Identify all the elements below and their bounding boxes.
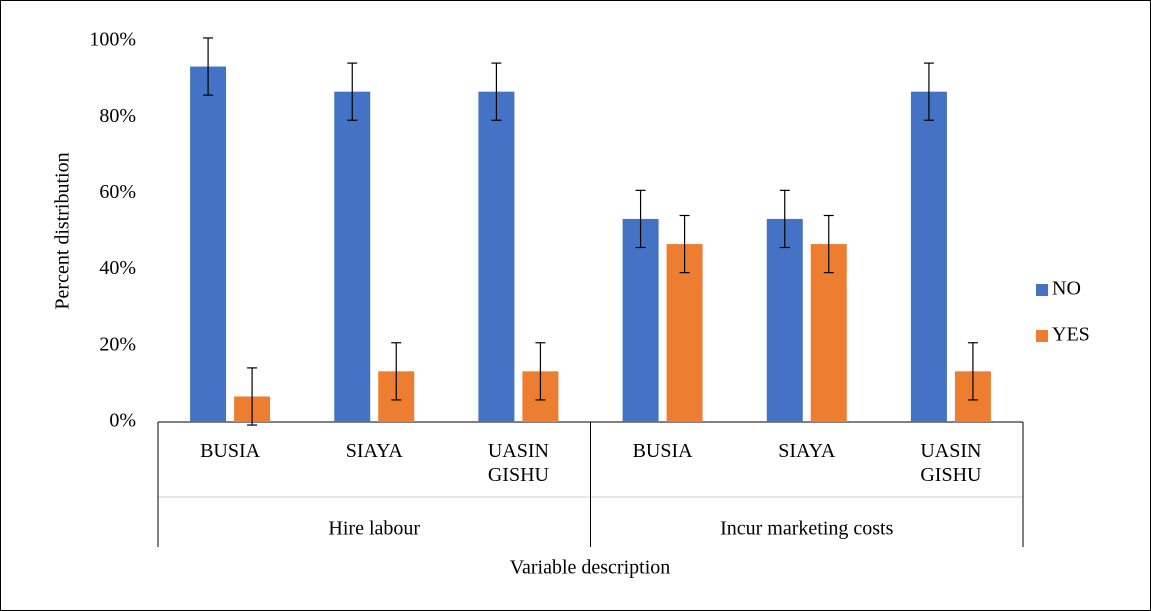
bar xyxy=(810,244,847,422)
bar xyxy=(334,91,371,422)
y-tick-label: 40% xyxy=(99,257,136,279)
y-tick-label: 100% xyxy=(89,29,136,51)
legend-label: YES xyxy=(1052,324,1090,346)
bar xyxy=(910,91,947,422)
legend-swatch xyxy=(1036,330,1048,342)
x-tick-label: SIAYA xyxy=(778,440,836,462)
y-axis-title: Percent distribution xyxy=(52,152,74,309)
y-tick-label: 60% xyxy=(99,181,136,203)
bar xyxy=(766,218,803,422)
x-tick-label: UASIN GISHU xyxy=(920,440,982,486)
bar xyxy=(666,244,703,422)
legend-label: NO xyxy=(1052,278,1081,300)
y-tick-label: 0% xyxy=(109,410,136,432)
x-tick-label: BUSIA xyxy=(632,440,693,462)
y-tick-label: 80% xyxy=(99,105,136,127)
bar xyxy=(478,91,515,422)
x-axis-title: Variable description xyxy=(510,557,671,579)
bar xyxy=(622,218,659,422)
x-tick-label: SIAYA xyxy=(345,440,403,462)
x-tick-label: UASIN GISHU xyxy=(487,440,549,486)
group-label: Incur marketing costs xyxy=(720,518,893,540)
y-tick-label: 20% xyxy=(99,333,136,355)
legend-swatch xyxy=(1036,284,1048,296)
bar xyxy=(190,66,227,422)
group-label: Hire labour xyxy=(328,518,420,540)
x-tick-label: BUSIA xyxy=(200,440,261,462)
